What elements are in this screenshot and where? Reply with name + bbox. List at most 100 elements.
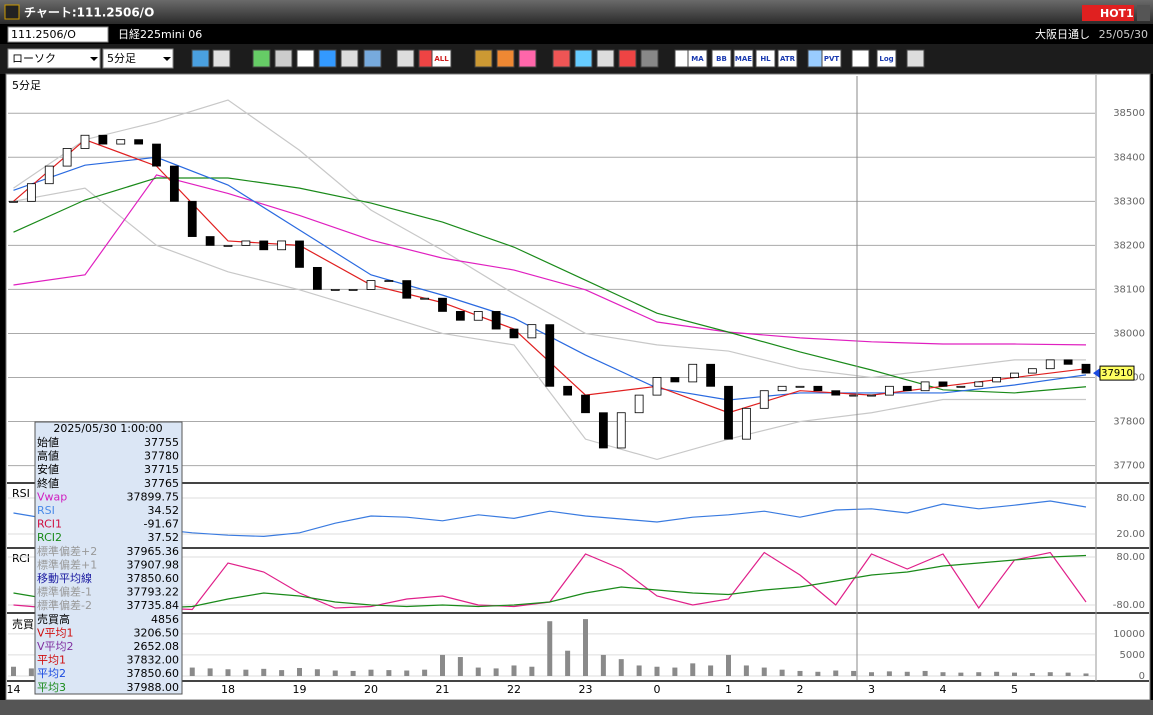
symbol-input[interactable] bbox=[7, 26, 109, 43]
x-tick-label: 2 bbox=[797, 683, 804, 696]
info-value: 37850.60 bbox=[127, 667, 180, 680]
candle bbox=[545, 324, 555, 387]
last-price: 37910 bbox=[1101, 368, 1133, 379]
info-value: -91.67 bbox=[144, 518, 179, 531]
candle bbox=[634, 394, 644, 414]
candle bbox=[312, 266, 322, 290]
x-tick-label: 5 bbox=[1011, 683, 1018, 696]
tool-button-label: MAE bbox=[735, 55, 752, 63]
tool-button[interactable] bbox=[363, 49, 382, 68]
tool-button[interactable] bbox=[574, 49, 593, 68]
volume-bar bbox=[1029, 673, 1035, 676]
volume-bar bbox=[207, 668, 213, 676]
candle bbox=[384, 280, 394, 283]
tool-button[interactable] bbox=[552, 49, 571, 68]
candle bbox=[509, 328, 519, 339]
hot-button[interactable] bbox=[1082, 5, 1134, 21]
window-control[interactable] bbox=[1137, 5, 1150, 21]
candle bbox=[62, 148, 72, 167]
volume-bar bbox=[904, 671, 910, 676]
candle bbox=[884, 385, 894, 396]
info-value: 37988.00 bbox=[127, 681, 180, 694]
info-label: RCI1 bbox=[37, 518, 62, 531]
info-label: 平均2 bbox=[37, 667, 66, 680]
info-label: 平均1 bbox=[37, 654, 66, 667]
info-value: 37765 bbox=[144, 477, 179, 490]
volume-bar bbox=[332, 670, 338, 676]
candle bbox=[473, 311, 483, 321]
tool-button-label: Log bbox=[879, 55, 893, 63]
info-value: 37715 bbox=[144, 463, 179, 476]
y-tick-label: 38400 bbox=[1113, 152, 1145, 163]
tool-button[interactable] bbox=[906, 49, 925, 68]
candle bbox=[902, 385, 912, 392]
tool-button[interactable] bbox=[474, 49, 493, 68]
interval-select[interactable] bbox=[102, 48, 174, 69]
y-tick-label: 37800 bbox=[1113, 417, 1145, 428]
tool-button[interactable] bbox=[711, 49, 732, 68]
candle bbox=[1027, 368, 1037, 374]
candle bbox=[527, 324, 537, 339]
info-value: 34.52 bbox=[148, 504, 180, 517]
app-icon bbox=[4, 4, 20, 20]
tool-button[interactable] bbox=[618, 49, 637, 68]
info-label: RCI2 bbox=[37, 531, 62, 544]
tool-button[interactable] bbox=[212, 49, 231, 68]
volume-bar bbox=[511, 665, 517, 676]
tool-button[interactable] bbox=[851, 49, 870, 68]
tool-button[interactable] bbox=[431, 49, 452, 68]
date: 25/05/30 bbox=[1099, 28, 1148, 41]
tool-button[interactable] bbox=[733, 49, 754, 68]
volume-bar bbox=[600, 654, 606, 676]
volume-bar bbox=[779, 669, 785, 676]
tool-button[interactable] bbox=[252, 49, 271, 68]
volume-bar bbox=[672, 667, 678, 676]
volume-bar bbox=[708, 665, 714, 676]
info-datetime: 2025/05/30 1:00:00 bbox=[53, 422, 162, 435]
candle bbox=[956, 385, 966, 388]
y-tick-label: 38200 bbox=[1113, 240, 1145, 251]
tool-button[interactable] bbox=[777, 49, 798, 68]
tool-button[interactable] bbox=[876, 49, 897, 68]
volume-bar bbox=[350, 670, 356, 676]
tool-button[interactable] bbox=[274, 49, 293, 68]
tool-button[interactable] bbox=[821, 49, 842, 68]
tool-button[interactable] bbox=[640, 49, 659, 68]
tool-button[interactable] bbox=[518, 49, 537, 68]
tool-button[interactable] bbox=[687, 49, 708, 68]
y-tick-label: 20.00 bbox=[1116, 529, 1145, 540]
instrument-name: 日経225mini 06 bbox=[118, 28, 202, 41]
tool-button[interactable] bbox=[318, 49, 337, 68]
info-label: 始値 bbox=[37, 435, 59, 449]
interval-value: 5分足 bbox=[107, 52, 136, 65]
symbol: 111.2506/O bbox=[11, 28, 76, 41]
tool-button[interactable] bbox=[755, 49, 776, 68]
volume-bar bbox=[958, 672, 964, 676]
candle bbox=[241, 240, 251, 246]
hot-label: HOT1 bbox=[1100, 7, 1134, 20]
tool-button[interactable] bbox=[496, 49, 515, 68]
info-value: 37793.22 bbox=[127, 586, 180, 599]
info-label: V平均2 bbox=[37, 640, 74, 653]
candle bbox=[187, 200, 197, 237]
tool-button[interactable] bbox=[191, 49, 210, 68]
volume-bar bbox=[547, 621, 553, 676]
last-price-box bbox=[1099, 365, 1135, 381]
panel-title: RSI bbox=[12, 487, 30, 500]
candle bbox=[402, 280, 412, 299]
tool-button[interactable] bbox=[396, 49, 415, 68]
tool-button[interactable] bbox=[296, 49, 315, 68]
candle bbox=[813, 385, 823, 392]
style-select[interactable] bbox=[7, 48, 101, 69]
tool-button[interactable] bbox=[340, 49, 359, 68]
dropdown-arrow bbox=[90, 57, 98, 61]
header-bar bbox=[0, 24, 1153, 44]
candle bbox=[295, 240, 304, 268]
volume-bar bbox=[869, 672, 874, 676]
candle bbox=[706, 363, 716, 387]
volume-bar bbox=[404, 670, 410, 676]
tool-button[interactable] bbox=[596, 49, 615, 68]
info-box: 2025/05/30 1:00:00 始値 37755 高値 37780 安値 37715… bbox=[34, 421, 183, 695]
status-bar bbox=[0, 700, 1153, 715]
volume-bar bbox=[743, 665, 749, 676]
